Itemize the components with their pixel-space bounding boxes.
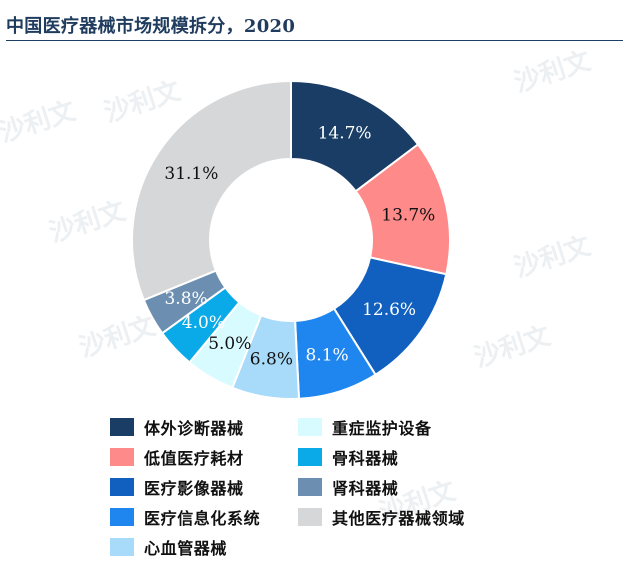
watermark-mark: 沙利文 — [470, 320, 555, 374]
legend-item: 骨科器械 — [298, 444, 398, 470]
legend-label: 体外诊断器械 — [144, 419, 244, 438]
legend: 体外诊断器械 低值医疗耗材 医疗影像器械 医疗信息化系统 心血管器械 重症监护设备 骨科器械… — [110, 414, 540, 564]
legend-swatch — [110, 448, 134, 466]
watermark-mark: 沙利文 — [45, 195, 130, 249]
legend-swatch — [298, 418, 322, 436]
donut-labels: 14.7% 13.7% 12.6% 8.1% 6.8%5.0%4.0% 3.8% 31.1% — [164, 124, 435, 370]
legend-label: 心血管器械 — [144, 539, 228, 558]
legend-item: 重症监护设备 — [298, 414, 432, 440]
watermark-mark: 沙利文 — [100, 75, 185, 129]
legend-label: 重症监护设备 — [332, 419, 432, 438]
watermark-mark: 沙利文 — [510, 45, 595, 99]
chart-title: 中国医疗器械市场规模拆分，2020 — [6, 16, 296, 37]
legend-label: 骨科器械 — [332, 449, 399, 468]
legend-item: 医疗信息化系统 — [110, 504, 260, 530]
watermark-mark: 沙利文 — [75, 310, 160, 364]
legend-swatch — [298, 508, 322, 526]
slice-value-label: 14.7% — [318, 124, 372, 144]
title-bar: 中国医疗器械市场规模拆分，2020 — [6, 8, 623, 41]
legend-item: 其他医疗器械领域 — [298, 504, 465, 530]
watermark-mark: 沙利文 — [510, 230, 595, 284]
donut-slices — [131, 79, 451, 400]
legend-item: 医疗影像器械 — [110, 474, 244, 500]
watermark-mark: 沙利文 — [0, 95, 80, 149]
legend-label: 医疗信息化系统 — [144, 509, 261, 528]
legend-swatch — [298, 448, 322, 466]
slice-value-label: 13.7% — [381, 206, 435, 226]
legend-item: 肾科器械 — [298, 474, 398, 500]
legend-swatch — [110, 508, 134, 526]
legend-label: 肾科器械 — [332, 479, 399, 498]
slice-value-label: 4.0% — [182, 313, 225, 333]
slice-value-label: 8.1% — [305, 345, 348, 365]
slice-value-label: 31.1% — [164, 164, 218, 184]
legend-item: 心血管器械 — [110, 534, 227, 560]
legend-label: 医疗影像器械 — [144, 479, 244, 498]
legend-swatch — [110, 538, 134, 556]
legend-item: 低值医疗耗材 — [110, 444, 244, 470]
legend-swatch — [298, 478, 322, 496]
slice-value-label: 3.8% — [164, 289, 207, 309]
legend-label: 其他医疗器械领域 — [332, 509, 465, 528]
legend-item: 体外诊断器械 — [110, 414, 244, 440]
legend-swatch — [110, 478, 134, 496]
donut-slice — [131, 79, 292, 302]
donut-slice — [290, 79, 420, 193]
slice-value-label: 5.0% — [208, 334, 251, 354]
legend-swatch — [110, 418, 134, 436]
legend-label: 低值医疗耗材 — [144, 449, 244, 468]
slice-value-label: 12.6% — [362, 300, 416, 320]
slice-value-label: 6.8% — [250, 349, 293, 369]
